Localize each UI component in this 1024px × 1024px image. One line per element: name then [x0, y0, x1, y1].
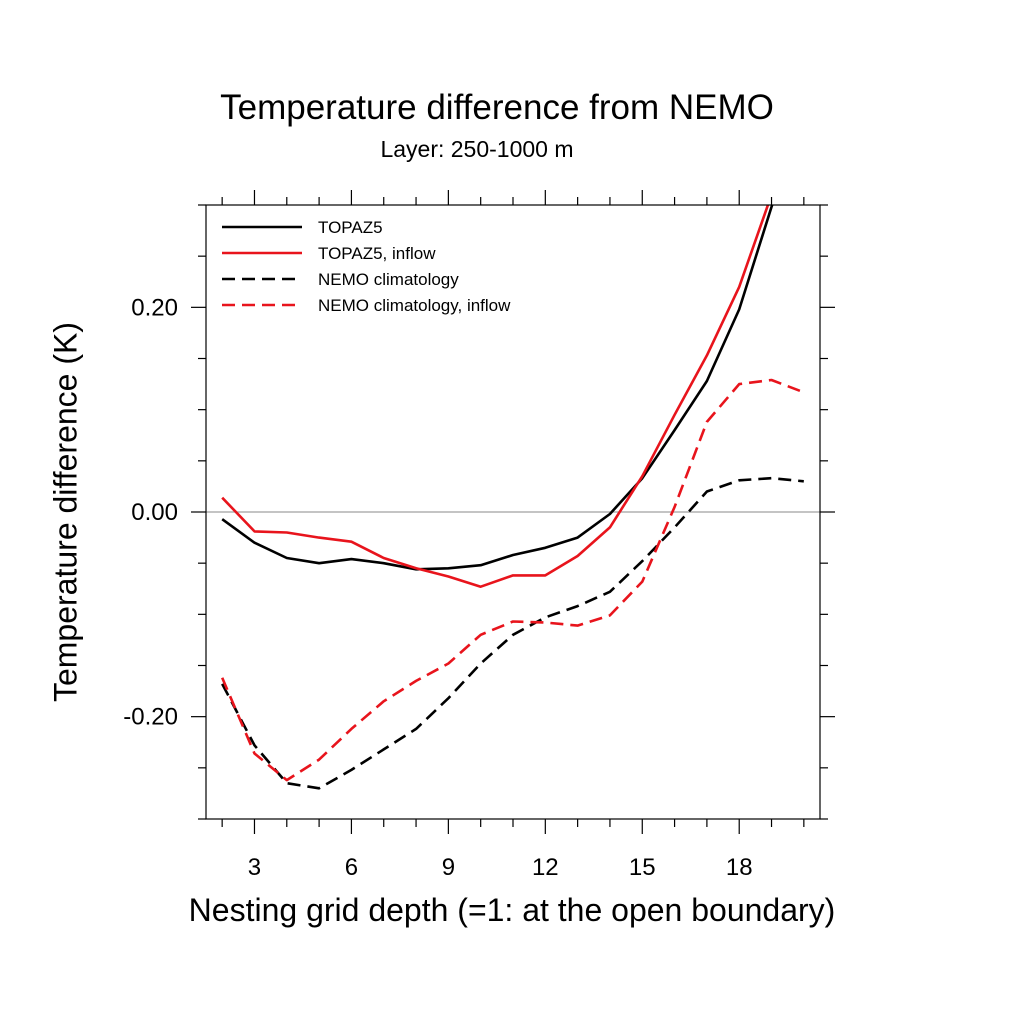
y-tick-label: 0.20	[131, 294, 178, 321]
series-line-4	[221, 378, 805, 782]
x-tick-label: 15	[629, 854, 656, 881]
y-axis-label: Temperature difference (K)	[47, 321, 84, 703]
legend-label: TOPAZ5	[318, 218, 383, 237]
x-tick-label: 12	[532, 854, 559, 881]
legend-label: NEMO climatology	[318, 270, 459, 289]
y-tick-label: 0.00	[131, 499, 178, 526]
legend-label: TOPAZ5, inflow	[318, 244, 436, 263]
x-axis-label: Nesting grid depth (=1: at the open boun…	[188, 892, 836, 928]
legend-label: NEMO climatology, inflow	[318, 296, 511, 315]
series-line-3	[221, 476, 804, 790]
chart-title: Temperature difference from NEMO	[220, 88, 774, 127]
x-tick-label: 9	[442, 854, 455, 881]
y-tick-label: -0.20	[123, 704, 178, 731]
x-tick-label: 18	[726, 854, 753, 881]
series-line-1	[221, 205, 774, 571]
x-tick-label: 6	[345, 854, 358, 881]
chart-subtitle: Layer: 250-1000 m	[380, 136, 574, 162]
series-layer	[221, 205, 805, 790]
tick-layer: 3 6 9 12 15 18 -0.20 0.00 0.20	[123, 190, 835, 881]
legend: TOPAZ5 TOPAZ5, inflow NEMO climatology NEMO…	[222, 218, 511, 315]
series-line-2	[221, 205, 770, 589]
x-tick-label: 3	[248, 854, 261, 881]
